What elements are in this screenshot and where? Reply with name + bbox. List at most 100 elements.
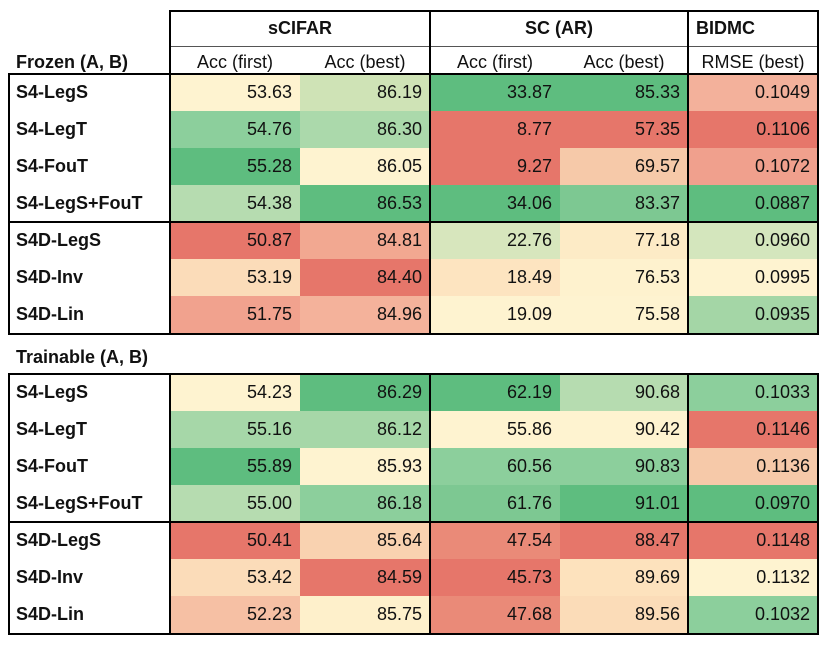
table-cell: 9.27 [430,148,560,185]
rule [429,10,431,335]
table-cell: 86.12 [300,411,430,448]
table-cell: 54.38 [170,185,300,222]
table-cell: 0.1106 [688,111,818,148]
table-cell: 18.49 [430,259,560,296]
table-cell: 0.0887 [688,185,818,222]
table-cell: 0.0960 [688,222,818,259]
group-header-bidmc: BIDMC [696,17,755,38]
column-header: Acc (best) [324,52,406,72]
table-cell: 85.75 [300,596,430,633]
row-label: S4D-Inv [8,559,170,596]
table-cell: 86.30 [300,111,430,148]
table-cell: 19.09 [430,296,560,333]
row-label: S4-LegT [8,111,170,148]
table-cell: 55.28 [170,148,300,185]
rule [817,373,819,635]
row-label: S4D-Lin [8,596,170,633]
row-label: S4-FouT [8,448,170,485]
rule [8,333,818,335]
table-cell: 22.76 [430,222,560,259]
table-cell: 33.87 [430,74,560,111]
table-cell: 55.89 [170,448,300,485]
rule [687,10,689,335]
rule [687,373,689,635]
table-cell: 60.56 [430,448,560,485]
table-cell: 90.68 [560,374,688,411]
table-cell: 55.86 [430,411,560,448]
rule [170,46,818,47]
table-cell: 34.06 [430,185,560,222]
rule [8,221,818,223]
rule [169,373,171,635]
table-cell: 61.76 [430,485,560,522]
section-title: Trainable (A, B) [16,346,149,367]
table-cell: 84.59 [300,559,430,596]
table-cell: 53.19 [170,259,300,296]
table-cell: 88.47 [560,522,688,559]
table-cell: 45.73 [430,559,560,596]
table-cell: 0.1132 [688,559,818,596]
rule [429,373,431,635]
table-cell: 53.63 [170,74,300,111]
column-header: Acc (best) [583,52,665,72]
table-cell: 76.53 [560,259,688,296]
table-cell: 52.23 [170,596,300,633]
table-cell: 85.64 [300,522,430,559]
table-cell: 75.58 [560,296,688,333]
table-cell: 55.00 [170,485,300,522]
group-header-scifar: sCIFAR [267,17,332,38]
table-cell: 55.16 [170,411,300,448]
table-cell: 0.1146 [688,411,818,448]
rule [169,10,171,335]
table-cell: 90.42 [560,411,688,448]
row-label: S4D-LegS [8,222,170,259]
table-cell: 8.77 [430,111,560,148]
table-cell: 86.53 [300,185,430,222]
table-cell: 50.41 [170,522,300,559]
table-cell: 86.19 [300,74,430,111]
table-cell: 0.0995 [688,259,818,296]
table-cell: 69.57 [560,148,688,185]
table-cell: 77.18 [560,222,688,259]
column-header: Acc (first) [197,52,273,72]
rule [8,373,818,375]
rule [8,373,10,635]
row-label: S4-LegT [8,411,170,448]
table-cell: 0.0935 [688,296,818,333]
table-cell: 0.1033 [688,374,818,411]
table-cell: 86.05 [300,148,430,185]
table-cell: 0.1136 [688,448,818,485]
row-label: S4D-Lin [8,296,170,333]
table-cell: 51.75 [170,296,300,333]
rule [817,10,819,335]
rule [8,633,818,635]
table-cell: 90.83 [560,448,688,485]
table-cell: 47.68 [430,596,560,633]
table-cell: 54.76 [170,111,300,148]
table-cell: 83.37 [560,185,688,222]
table-cell: 50.87 [170,222,300,259]
table-cell: 0.0970 [688,485,818,522]
table-cell: 86.18 [300,485,430,522]
rule [8,521,818,523]
table-cell: 57.35 [560,111,688,148]
rule [8,73,818,75]
table-cell: 89.69 [560,559,688,596]
table-cell: 53.42 [170,559,300,596]
table-cell: 84.40 [300,259,430,296]
section-title: Frozen (A, B) [16,52,128,72]
row-label: S4-LegS [8,374,170,411]
table-cell: 91.01 [560,485,688,522]
table-cell: 0.1072 [688,148,818,185]
table-cell: 85.93 [300,448,430,485]
table-cell: 84.81 [300,222,430,259]
table-cell: 54.23 [170,374,300,411]
group-header-sc: SC (AR) [525,17,593,38]
table-cell: 0.1032 [688,596,818,633]
row-label: S4-LegS+FouT [8,185,170,222]
table-cell: 62.19 [430,374,560,411]
column-header: Acc (first) [457,52,533,72]
row-label: S4-LegS [8,74,170,111]
table-cell: 0.1148 [688,522,818,559]
table-cell: 0.1049 [688,74,818,111]
